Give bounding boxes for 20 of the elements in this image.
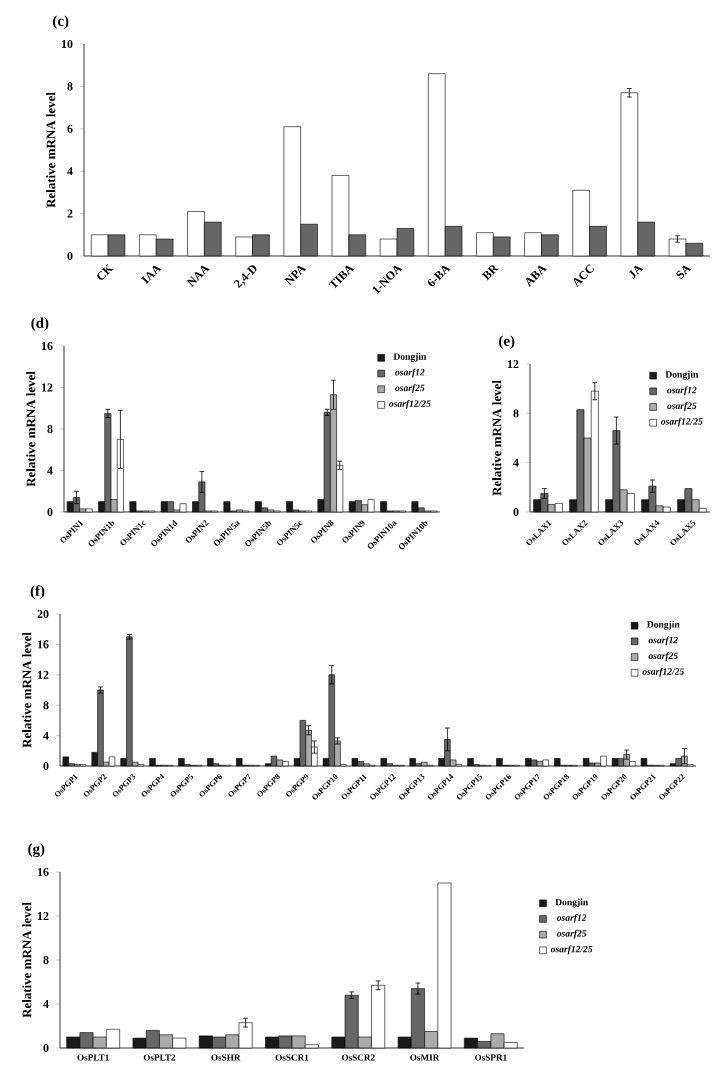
bar [261,507,268,513]
bar [536,761,544,767]
bar [417,507,425,513]
bar [97,689,104,767]
bar [357,761,364,767]
bar [104,413,112,513]
bar [540,493,549,513]
bar [126,636,133,767]
bar [648,485,657,513]
bar [167,501,174,513]
bar [361,504,369,513]
bar [276,759,283,767]
bar [299,720,307,767]
bar [576,409,585,513]
bar [530,759,538,767]
bar [684,488,693,513]
bar [328,674,335,767]
bar [270,755,278,767]
bar [355,500,362,513]
bar [444,739,451,767]
